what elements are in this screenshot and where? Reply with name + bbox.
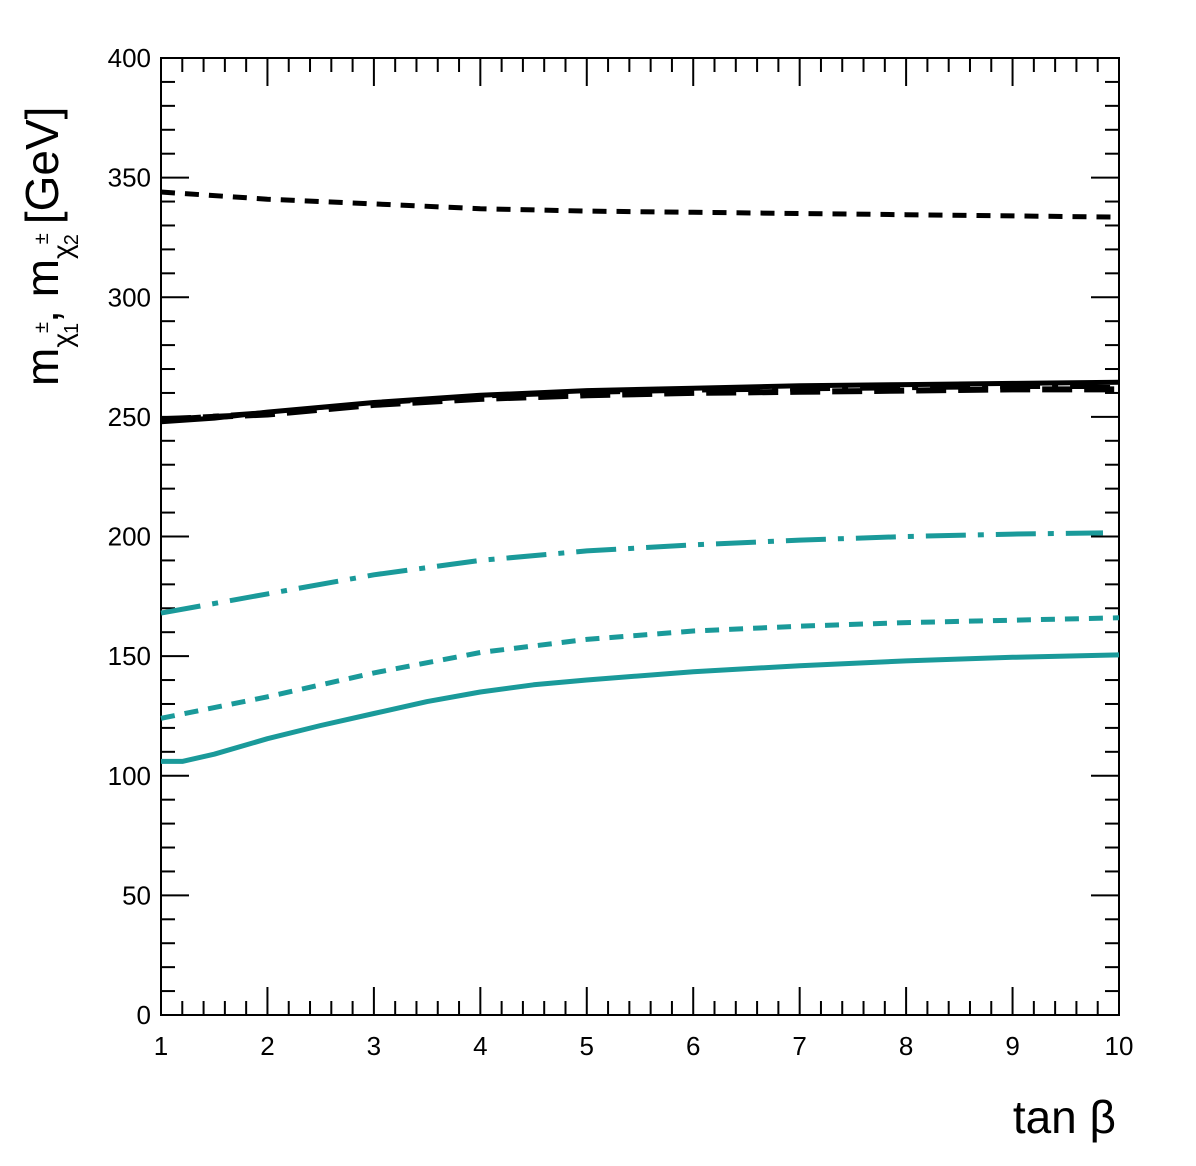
x-tick-label: 6 [686, 1031, 700, 1061]
y-axis-title: mχ± 1, mχ± 2[GeV] [16, 107, 83, 386]
y-axis-title-sep: , m [16, 259, 68, 323]
y-axis-title-chi2: χ [47, 244, 78, 259]
x-tick-label: 5 [580, 1031, 594, 1061]
y-tick-label: 400 [108, 43, 151, 73]
y-tick-label: 100 [108, 761, 151, 791]
y-axis-title-idx2: 2 [61, 234, 83, 245]
y-axis-title-unit: [GeV] [16, 107, 68, 225]
x-tick-label: 9 [1005, 1031, 1019, 1061]
x-tick-label: 1 [154, 1031, 168, 1061]
x-tick-label: 10 [1105, 1031, 1134, 1061]
x-tick-label: 4 [473, 1031, 487, 1061]
y-tick-label: 350 [108, 163, 151, 193]
y-axis-title-pm2: ± [31, 233, 53, 244]
y-tick-label: 250 [108, 402, 151, 432]
y-axis-title-idx1: 1 [61, 323, 83, 334]
y-axis-ticks [161, 57, 1119, 1016]
series-line-black-longdash [160, 386, 1119, 423]
x-tick-label: 3 [367, 1031, 381, 1061]
series-line-teal-solid [161, 652, 1120, 764]
series-line-teal-dashed [160, 615, 1120, 721]
y-axis-tick-labels: 0 50 100 150 200 250 300 350 400 [108, 43, 151, 1030]
x-tick-label: 7 [792, 1031, 806, 1061]
y-tick-label: 50 [122, 880, 151, 910]
x-tick-label: 8 [899, 1031, 913, 1061]
y-axis-title-m1: m [16, 348, 68, 386]
y-tick-label: 300 [108, 282, 151, 312]
y-axis-title-chi1: χ [47, 333, 78, 348]
y-tick-label: 150 [108, 641, 151, 671]
y-axis-title-pm1: ± [31, 322, 53, 333]
series-line-teal-dashdot [160, 530, 1104, 616]
y-tick-label: 200 [108, 522, 151, 552]
x-axis-ticks [160, 58, 1120, 1015]
series-line-black-solid [160, 379, 1120, 425]
y-tick-label: 0 [137, 1000, 151, 1030]
x-tick-label: 2 [260, 1031, 274, 1061]
series-line-black-dashed-upper [160, 189, 1120, 220]
x-axis-title: tan β [1013, 1091, 1116, 1143]
series-layer [160, 189, 1120, 764]
x-axis-tick-labels: 1 2 3 4 5 6 7 8 9 10 [154, 1031, 1134, 1061]
